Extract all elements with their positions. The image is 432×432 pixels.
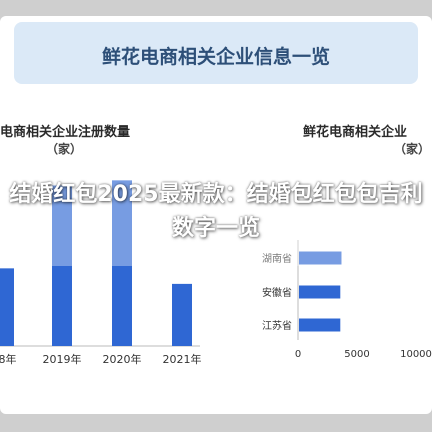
left-chart-bar xyxy=(112,180,132,346)
right-chart-title: 鲜花电商相关企业 xyxy=(303,125,408,140)
left-chart-tick-label: 2019年 xyxy=(43,352,82,366)
right-chart-bar xyxy=(299,285,341,299)
right-chart-category-label: 江苏省 xyxy=(262,319,292,332)
page-title: 鲜花电商相关企业信息一览 xyxy=(101,46,330,68)
left-chart-tick-label: 2020年 xyxy=(103,352,142,366)
left-chart-title: 电商相关企业注册数量 xyxy=(0,125,131,140)
right-chart-tick-label: 0 xyxy=(295,349,301,360)
left-chart-tick-label: 2021年 xyxy=(163,352,202,366)
overlay-caption: 结婚红包2025最新款：结婚包红包包吉利数字一览 xyxy=(9,182,423,241)
left-chart-bar xyxy=(0,268,14,346)
watermark-overlay xyxy=(0,166,432,266)
right-chart-category-label: 安徽省 xyxy=(262,286,292,299)
right-chart-bar xyxy=(299,251,342,265)
right-chart-tick-label: 10000 xyxy=(400,349,432,360)
right-chart-unit: （家） xyxy=(394,142,431,156)
left-chart-unit: （家） xyxy=(46,142,83,156)
left-chart-tick-label: 18年 xyxy=(0,352,17,366)
left-chart-bar xyxy=(172,283,192,346)
right-chart-tick-label: 5000 xyxy=(344,349,369,360)
title-banner xyxy=(14,22,418,84)
right-chart-category-label: 湖南省 xyxy=(262,252,292,265)
left-chart-bar xyxy=(52,185,72,346)
right-chart-bar xyxy=(299,318,341,332)
